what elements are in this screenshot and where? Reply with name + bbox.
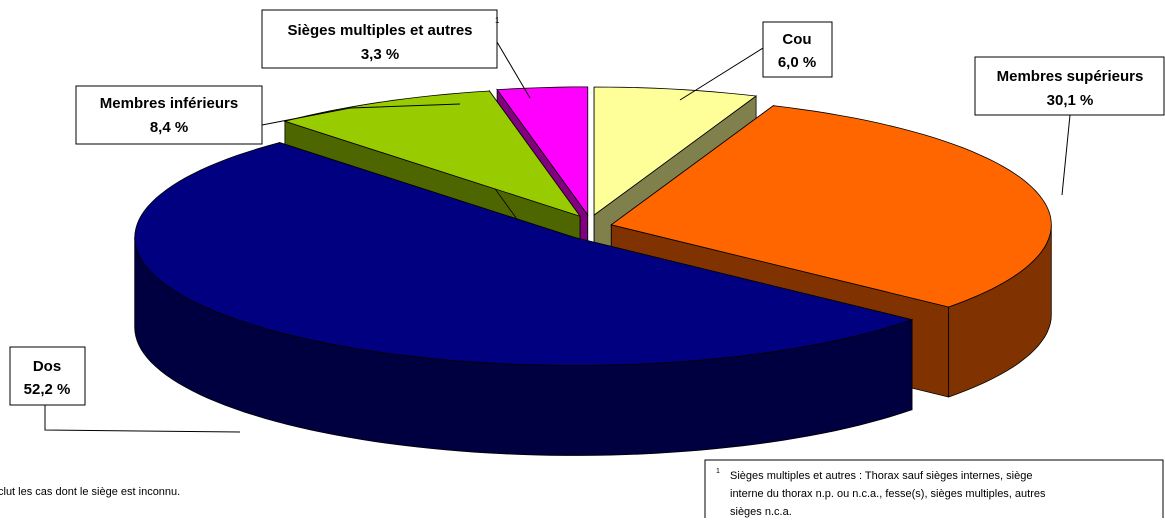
- footnote-box: [704, 459, 1164, 523]
- value-label: 52,2 %: [24, 381, 71, 398]
- leader-line: [261, 103, 461, 126]
- footnote: interne du thorax n.p. ou n.c.a., fesse(…: [730, 488, 1046, 500]
- footnote-marker: 1: [716, 468, 720, 475]
- pie: [134, 86, 1052, 456]
- value-label: 30,1 %: [1047, 92, 1094, 109]
- footnote: sièges n.c.a.: [730, 506, 792, 518]
- leader-line: [679, 47, 764, 101]
- leader-line: [1061, 114, 1071, 196]
- footnote: Sièges multiples et autres : Thorax sauf…: [730, 470, 1032, 482]
- footnote-marker: 1: [495, 16, 500, 25]
- slice: [610, 105, 1052, 308]
- leader-line: [44, 405, 241, 433]
- note: clut les cas dont le siège est inconnu.: [0, 486, 180, 498]
- value-label: 8,4 %: [150, 119, 188, 136]
- label-box: [75, 85, 263, 145]
- slice-label: Cou: [782, 31, 811, 48]
- value-label: 3,3 %: [361, 46, 399, 63]
- slice: [593, 86, 758, 216]
- value-label: 6,0 %: [778, 54, 816, 71]
- label-box: [974, 56, 1165, 116]
- slice-label: Sièges multiples et autres: [287, 22, 472, 39]
- slice-label: Dos: [33, 358, 61, 375]
- slice: [496, 86, 589, 217]
- slice: [134, 142, 914, 366]
- label-box: [9, 346, 86, 406]
- label-box: [261, 9, 498, 69]
- leader-line: [496, 41, 531, 99]
- slice-label: Membres supérieurs: [997, 68, 1144, 85]
- label-box: [762, 21, 833, 78]
- slice-label: Membres inférieurs: [100, 95, 238, 112]
